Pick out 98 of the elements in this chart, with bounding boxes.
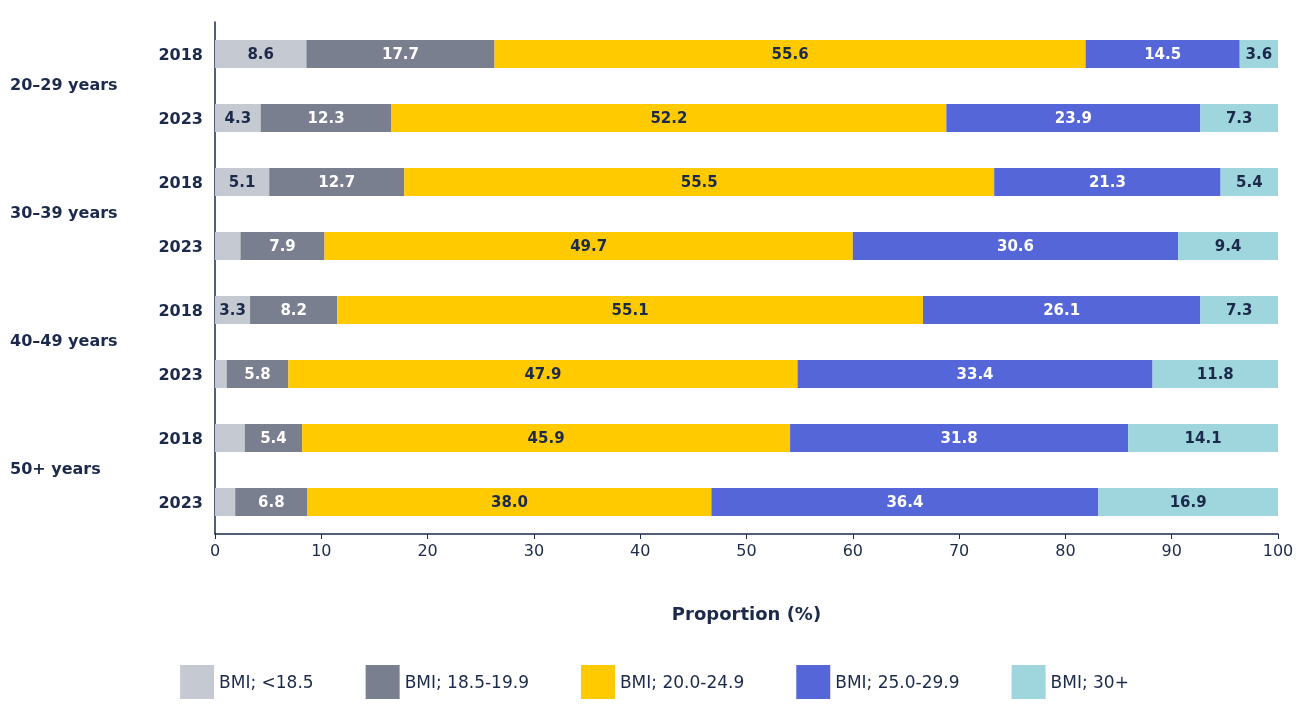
data-label: 8.2 <box>280 301 307 319</box>
bar <box>288 360 798 388</box>
data-label: 30.6 <box>996 237 1034 255</box>
data-label: 7.9 <box>269 237 296 255</box>
data-label: 5.4 <box>1236 173 1263 191</box>
x-tick-label: 80 <box>1055 540 1076 560</box>
bar <box>922 296 1201 324</box>
bar <box>215 232 241 260</box>
y-tick-label: 2018 <box>158 300 203 320</box>
bar <box>337 296 923 324</box>
legend-label: BMI; 30+ <box>1050 672 1129 692</box>
data-label: 8.6 <box>247 45 274 63</box>
bar <box>307 488 712 516</box>
bar <box>852 232 1179 260</box>
x-tick-label: 40 <box>630 540 651 560</box>
y-tick-label: 2023 <box>158 108 203 128</box>
x-tick-label: 0 <box>209 540 221 560</box>
data-label: 14.1 <box>1184 429 1222 447</box>
legend-label: BMI; 20.0-24.9 <box>619 672 745 692</box>
data-label: 38.0 <box>490 493 528 511</box>
data-label: 3.6 <box>1245 45 1273 63</box>
data-label: 21.3 <box>1088 173 1126 191</box>
data-label: 36.4 <box>886 493 924 511</box>
bar <box>1200 296 1278 324</box>
data-label: 49.7 <box>570 237 608 255</box>
x-tick-label: 10 <box>311 540 332 560</box>
x-tick-label: 100 <box>1262 540 1294 560</box>
bar <box>260 104 392 132</box>
bar <box>269 168 405 196</box>
bar <box>1178 232 1278 260</box>
y-tick-label: 2018 <box>158 428 203 448</box>
data-label: 45.9 <box>527 429 565 447</box>
bar <box>324 232 853 260</box>
bar <box>711 488 1099 516</box>
bar <box>994 168 1221 196</box>
legend-label: BMI; 25.0-29.9 <box>835 672 960 692</box>
bar <box>250 296 338 324</box>
bar <box>494 40 1086 68</box>
text: 30–39 years <box>10 202 118 222</box>
data-label: 14.5 <box>1144 45 1182 63</box>
data-label: 55.6 <box>771 45 809 63</box>
bar <box>240 232 325 260</box>
data-label: 52.2 <box>650 109 688 127</box>
bar <box>215 40 307 68</box>
legend-label: BMI; <18.5 <box>219 672 314 692</box>
legend-label: BMI; 18.5-19.9 <box>404 672 529 692</box>
data-label: 55.5 <box>680 173 718 191</box>
bar <box>946 104 1201 132</box>
data-label: 11.8 <box>1196 365 1234 383</box>
x-tick-label: 20 <box>417 540 438 560</box>
bar <box>302 424 791 452</box>
data-label: 47.9 <box>524 365 562 383</box>
x-tick-label: 60 <box>842 540 863 560</box>
x-tick-label: 70 <box>948 540 970 560</box>
data-label: 12.7 <box>318 173 356 191</box>
data-label: 5.1 <box>228 173 256 191</box>
data-label: 23.9 <box>1054 109 1092 127</box>
data-label: 6.8 <box>258 493 285 511</box>
data-label: 17.7 <box>381 45 419 63</box>
bar <box>235 488 308 516</box>
text: 50+ years <box>10 458 101 478</box>
bar <box>797 360 1153 388</box>
data-label: 5.8 <box>244 365 271 383</box>
bar <box>1128 424 1278 452</box>
y-tick-label: 2018 <box>158 172 203 192</box>
data-label: 26.1 <box>1043 301 1081 319</box>
y-tick-label: 2023 <box>158 492 203 512</box>
bar <box>1152 360 1278 388</box>
text: 20–29 years <box>10 74 118 94</box>
data-label: 16.9 <box>1169 493 1207 511</box>
data-label: 9.4 <box>1214 237 1242 255</box>
bar <box>306 40 495 68</box>
data-label: 12.3 <box>307 109 345 127</box>
bar <box>1200 104 1278 132</box>
data-label: 31.8 <box>940 429 978 447</box>
bar <box>215 424 245 452</box>
data-label: 7.3 <box>1225 301 1253 319</box>
data-label: 33.4 <box>956 365 994 383</box>
text: 40–49 years <box>10 330 118 350</box>
bar <box>404 168 995 196</box>
x-tick-label: 90 <box>1161 540 1182 560</box>
x-tick-label: 50 <box>736 540 757 560</box>
x-tick-label: 30 <box>523 540 545 560</box>
bar <box>1098 488 1278 516</box>
y-tick-label: 2023 <box>158 236 203 256</box>
x-axis-title: Proportion (%) <box>671 602 822 624</box>
data-label: 3.3 <box>219 301 246 319</box>
data-label: 5.4 <box>260 429 287 447</box>
data-label: 7.3 <box>1225 109 1253 127</box>
data-label: 55.1 <box>611 301 649 319</box>
bar <box>790 424 1129 452</box>
y-tick-label: 2018 <box>158 44 203 64</box>
bar <box>391 104 947 132</box>
bar <box>215 488 236 516</box>
y-tick-label: 2023 <box>158 364 203 384</box>
bar <box>215 360 227 388</box>
data-label: 4.3 <box>224 109 252 127</box>
bar <box>1085 40 1240 68</box>
